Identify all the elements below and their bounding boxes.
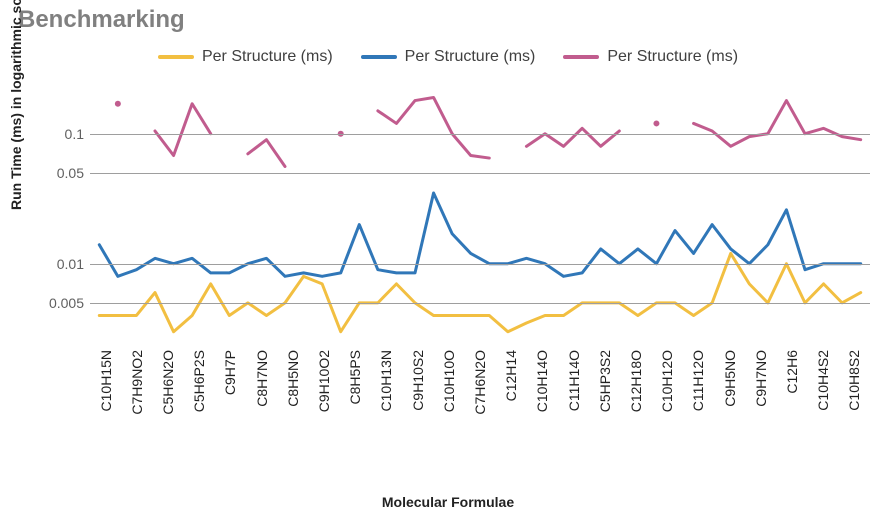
- gridline: [90, 173, 870, 174]
- y-axis-label: Run Time (ms) in logarithmic scale: [8, 0, 24, 210]
- x-tick-label: C11H14O: [566, 350, 582, 411]
- legend: Per Structure (ms) Per Structure (ms) Per …: [0, 46, 896, 66]
- series-line: [248, 140, 285, 167]
- x-tick-label: C9H5NO: [722, 350, 738, 407]
- y-tick-label: 0.05: [57, 165, 84, 181]
- series-line: [526, 128, 619, 146]
- legend-swatch: [361, 55, 397, 59]
- x-tick-label: C5H6N2O: [160, 350, 176, 415]
- gridline: [90, 134, 870, 135]
- series-line: [694, 101, 861, 147]
- gridline: [90, 303, 870, 304]
- x-tick-label: C11H12O: [690, 350, 706, 411]
- series-line: [378, 97, 489, 158]
- x-tick-label: C10H4S2: [815, 350, 831, 411]
- y-tick-label: 0.1: [65, 126, 84, 142]
- legend-label: Per Structure (ms): [607, 48, 738, 66]
- series-marker: [115, 101, 121, 107]
- x-tick-label: C5HP3S2: [597, 350, 613, 412]
- x-tick-label: C8H7NO: [254, 350, 270, 407]
- legend-label: Per Structure (ms): [405, 48, 536, 66]
- x-tick-label: C10H14O: [534, 350, 550, 412]
- x-tick-label: C12H14: [503, 350, 519, 401]
- gridline: [90, 264, 870, 265]
- series-marker: [653, 120, 659, 126]
- x-tick-label: C10H10O: [441, 350, 457, 412]
- y-tick-label: 0.005: [49, 295, 84, 311]
- x-tick-label: C5H6P2S: [191, 350, 207, 412]
- series-line: [99, 253, 860, 331]
- legend-item: Per Structure (ms): [361, 48, 536, 66]
- legend-swatch: [563, 55, 599, 59]
- y-tick-label: 0.01: [57, 256, 84, 272]
- x-tick-label: C10H15N: [98, 350, 114, 411]
- x-tick-label: C9H7NO: [753, 350, 769, 407]
- x-tick-label: C9H7P: [222, 350, 238, 395]
- x-tick-label: C12H6: [784, 350, 800, 394]
- x-tick-label: C10H8S2: [846, 350, 862, 411]
- x-tick-label: C9H10S2: [410, 350, 426, 411]
- chart-title: Benchmarking: [18, 6, 185, 34]
- series-line: [155, 104, 211, 156]
- plot-area: 0.0050.010.050.1: [90, 82, 870, 342]
- x-axis-label: Molecular Formulae: [0, 494, 896, 510]
- legend-swatch: [158, 55, 194, 59]
- legend-label: Per Structure (ms): [202, 48, 333, 66]
- legend-item: Per Structure (ms): [563, 48, 738, 66]
- x-tick-label: C8H5PS: [347, 350, 363, 404]
- x-tick-label: C10H12O: [659, 350, 675, 412]
- x-tick-label: C9H10O2: [316, 350, 332, 412]
- x-tick-label: C10H13N: [378, 350, 394, 411]
- x-tick-label: C7H9NO2: [129, 350, 145, 415]
- x-tick-label: C12H18O: [628, 350, 644, 412]
- x-tick-label: C8H5NO: [285, 350, 301, 407]
- legend-item: Per Structure (ms): [158, 48, 333, 66]
- x-tick-label: C7H6N2O: [472, 350, 488, 415]
